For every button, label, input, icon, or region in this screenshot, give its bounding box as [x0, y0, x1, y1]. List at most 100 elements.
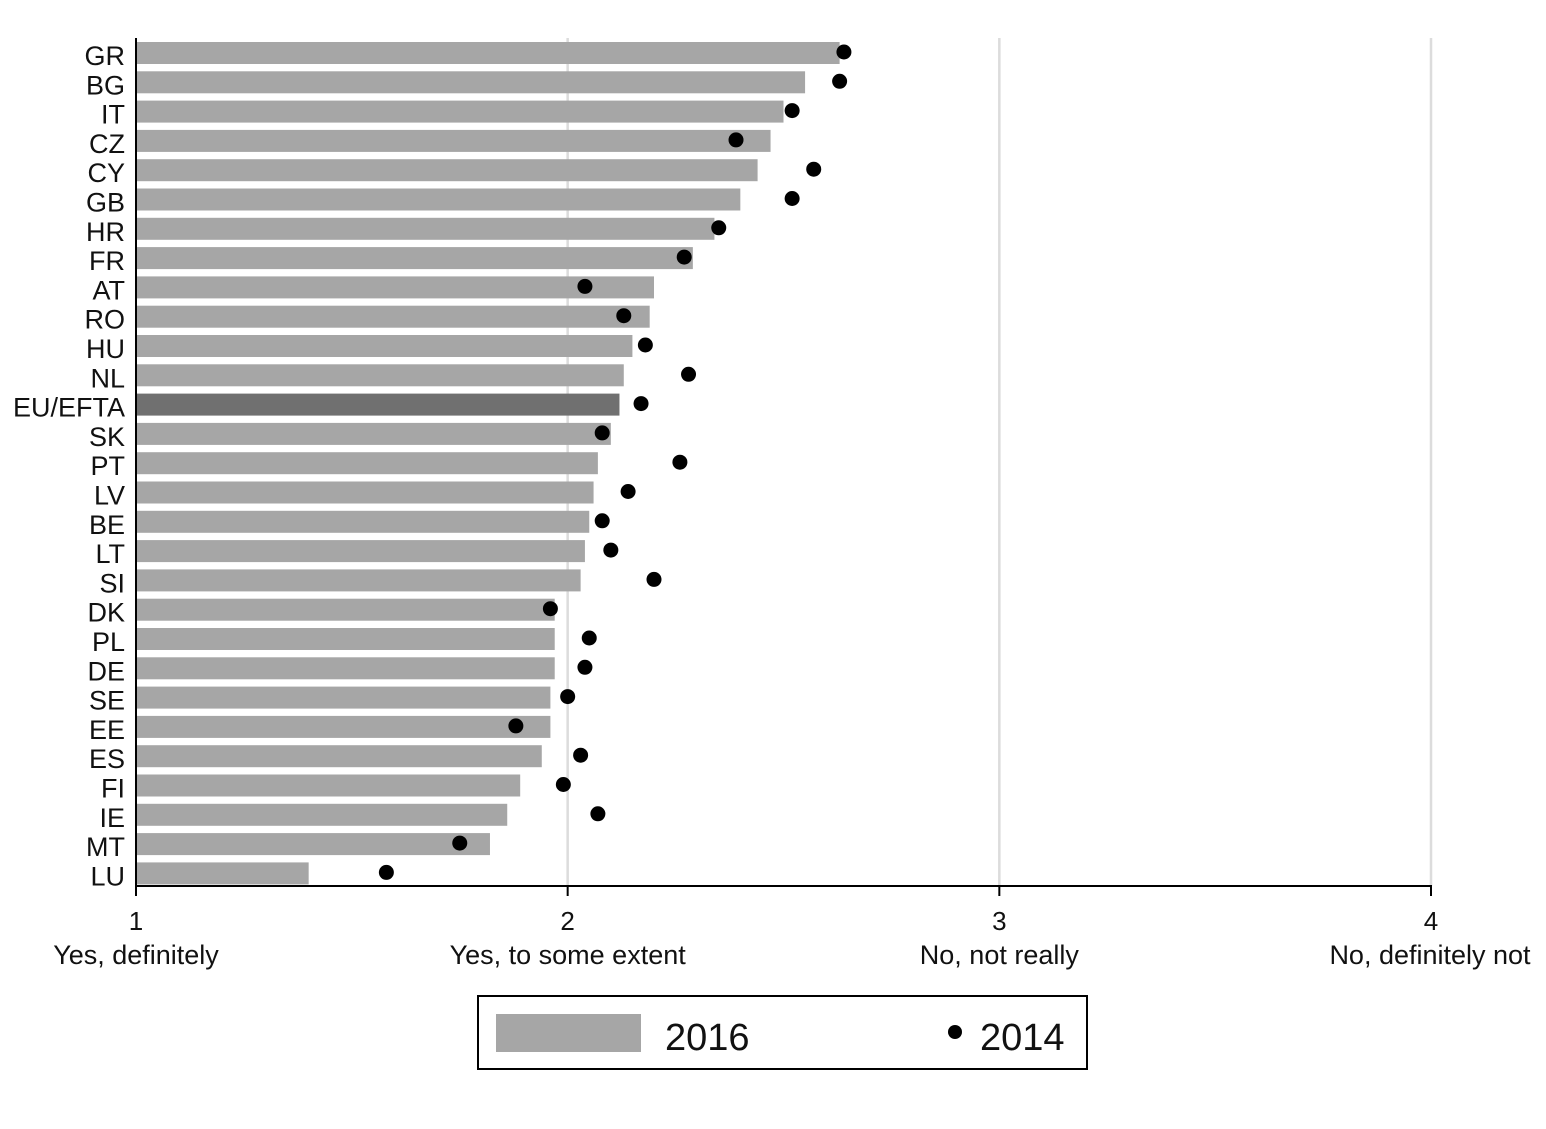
x-tick-sublabel: No, not really — [920, 940, 1080, 970]
category-label: FR — [89, 246, 125, 276]
dot-2014-gr — [836, 44, 852, 60]
bar-2016-ro — [136, 305, 650, 328]
category-label: IE — [99, 803, 125, 833]
dot-2014-lu — [378, 864, 394, 880]
bar-layer — [136, 42, 840, 885]
category-labels: GRBGITCZCYGBHRFRATROHUNLEU/EFTASKPTLVBEL… — [13, 41, 125, 891]
bar-2016-lv — [136, 481, 594, 504]
category-label: SI — [99, 568, 125, 598]
dot-2014-dk — [542, 601, 558, 617]
category-label: HR — [86, 217, 125, 247]
x-tick-label: 2 — [560, 906, 574, 936]
bar-2016-pt — [136, 452, 598, 475]
category-label: EU/EFTA — [13, 393, 125, 423]
x-tick-sublabel: No, definitely not — [1329, 940, 1531, 970]
dot-2014-hu — [637, 337, 653, 353]
bar-2016-at — [136, 276, 654, 299]
bar-2016-lu — [136, 862, 309, 885]
bar-2016-it — [136, 100, 784, 123]
dot-layer — [378, 44, 852, 880]
bar-2016-ie — [136, 803, 508, 826]
bar-2016-lt — [136, 540, 585, 563]
category-label: MT — [86, 832, 125, 862]
bar-2016-gb — [136, 188, 741, 211]
bar-2016-si — [136, 569, 581, 592]
bar-2016-cy — [136, 159, 758, 182]
category-label: BE — [89, 510, 125, 540]
dot-2014-si — [646, 571, 662, 587]
dot-2014-fi — [555, 777, 571, 792]
dot-2014-ro — [616, 308, 632, 324]
x-tick-sublabel: Yes, to some extent — [450, 940, 687, 970]
category-label: EE — [89, 715, 125, 745]
category-label: IT — [101, 100, 125, 130]
category-label: NL — [90, 363, 125, 393]
dot-2014-hr — [711, 220, 727, 236]
dot-2014-lv — [620, 484, 636, 499]
bar-2016-bg — [136, 71, 806, 94]
bar-2016-se — [136, 686, 551, 709]
dot-2014-be — [594, 513, 610, 529]
bar-2016-hr — [136, 217, 715, 240]
bar-2016-ee — [136, 715, 551, 738]
bar-2016-dk — [136, 598, 555, 621]
category-label: LV — [94, 481, 125, 511]
category-label: CY — [87, 158, 125, 188]
category-label: GR — [85, 41, 126, 71]
bar-2016-eu-efta — [136, 393, 620, 416]
bar-2016-pl — [136, 628, 555, 650]
category-label: DE — [87, 656, 125, 686]
dot-2014-pt — [672, 454, 688, 470]
bar-2016-cz — [136, 129, 771, 152]
category-label: PL — [92, 627, 125, 657]
category-label: DK — [87, 598, 125, 628]
bar-2016-hu — [136, 335, 633, 357]
category-label: RO — [85, 305, 126, 335]
category-label: GB — [86, 188, 125, 218]
dot-2014-mt — [452, 835, 468, 851]
bar-2016-mt — [136, 833, 490, 856]
dot-2014-ie — [590, 806, 606, 822]
x-tick-label: 3 — [992, 906, 1006, 936]
bar-2016-fr — [136, 247, 693, 270]
dot-2014-cz — [728, 132, 744, 148]
dot-2014-lt — [603, 542, 619, 558]
category-label: BG — [86, 70, 125, 100]
dot-2014-it — [784, 103, 800, 119]
dot-2014-bg — [832, 73, 848, 89]
x-tick-label: 4 — [1424, 906, 1438, 936]
legend-swatch-2016 — [496, 1014, 641, 1052]
bar-2016-nl — [136, 364, 624, 387]
bar-2016-sk — [136, 422, 611, 445]
x-axis: 1 Yes, definitely 2 Yes, to some extent 3 No,… — [53, 38, 1531, 970]
category-label: SE — [89, 686, 125, 716]
dot-2014-ee — [508, 718, 524, 734]
category-label: CZ — [89, 129, 125, 159]
dot-2014-sk — [594, 425, 610, 441]
x-tick-sublabel: Yes, definitely — [53, 940, 219, 970]
category-label: SK — [89, 422, 125, 452]
category-label: FI — [101, 774, 125, 804]
dot-2014-eu-efta — [633, 396, 649, 412]
dot-2014-es — [573, 747, 589, 763]
dot-2014-fr — [676, 249, 692, 265]
dot-2014-gb — [784, 191, 800, 206]
dot-2014-pl — [581, 630, 597, 646]
category-label: PT — [90, 451, 125, 481]
category-label: ES — [89, 744, 125, 774]
bar-2016-fi — [136, 774, 521, 797]
dot-2014-at — [577, 278, 593, 294]
dot-2014-cy — [806, 161, 822, 177]
legend: 2016 2014 — [477, 995, 1088, 1070]
x-tick-label: 1 — [129, 906, 143, 936]
bar-2016-be — [136, 510, 590, 533]
legend-label-2016: 2016 — [665, 1017, 750, 1059]
dot-2014-de — [577, 659, 593, 675]
category-label: LU — [90, 861, 125, 891]
bar-2016-de — [136, 657, 555, 680]
legend-swatch-2014 — [948, 1025, 962, 1039]
category-label: AT — [93, 275, 126, 305]
bar-2016-gr — [136, 42, 840, 64]
